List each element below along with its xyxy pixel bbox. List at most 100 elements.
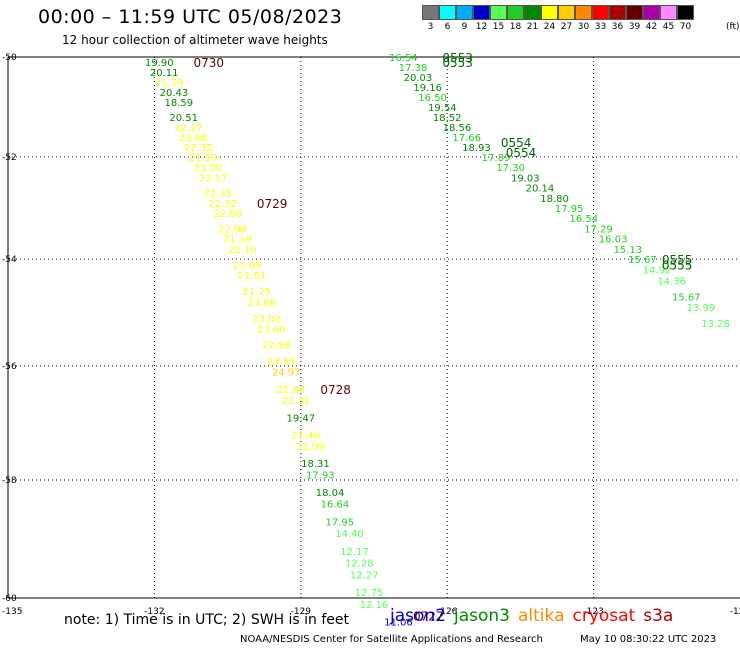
swh-label-west: 19.47 — [286, 413, 315, 424]
legend-label: 45 — [662, 22, 675, 32]
swh-label-west: 22.27 — [174, 123, 203, 134]
legend-label: 15 — [492, 22, 505, 32]
swh-label-west: 11.06 — [384, 618, 413, 629]
swh-label-west: 18.59 — [164, 98, 193, 109]
legend-label: 70 — [679, 22, 692, 32]
x-tick-label: -126 — [437, 607, 458, 617]
swh-label-east: 18.80 — [540, 194, 569, 205]
swh-label-west: 18.04 — [316, 488, 345, 499]
pass-time-label: 0554 — [506, 146, 537, 160]
swh-label-west: 12.27 — [350, 570, 379, 581]
legend-label: 21 — [526, 22, 539, 32]
x-tick-label: -120 — [730, 607, 740, 617]
legend-label: 6 — [444, 22, 451, 32]
legend-label: 24 — [543, 22, 556, 32]
y-tick-label: -52 — [2, 153, 17, 163]
swh-label-west: 22.10 — [228, 245, 257, 256]
swh-label-east: 17.30 — [496, 163, 525, 174]
swh-label-east: 19.03 — [511, 173, 540, 184]
swh-label-east: 20.03 — [404, 73, 433, 84]
swh-label-west: 21.79 — [155, 78, 184, 89]
swh-label-west: 16.64 — [321, 500, 350, 511]
legend-swatch — [660, 5, 677, 20]
swh-label-east: 16.50 — [418, 93, 447, 104]
y-tick-label: -50 — [2, 53, 17, 63]
pass-time-label: 0729 — [257, 197, 288, 211]
pass-time-label: 0730 — [193, 56, 224, 70]
legend-swatch — [575, 5, 592, 20]
legend-unit: (ft) — [726, 22, 740, 32]
swh-label-west: 21.39 — [223, 235, 252, 246]
legend-label: 27 — [560, 22, 573, 32]
swh-label-west: 23.59 — [267, 357, 296, 368]
swh-label-east: 18.52 — [433, 113, 462, 124]
pass-time-label: 0553 — [442, 51, 473, 65]
pass-time-label: 0553 — [442, 56, 473, 70]
y-tick-label: -54 — [2, 255, 17, 265]
legend-swatch — [490, 5, 507, 20]
swh-label-east: 15.67 — [628, 255, 657, 266]
pass-time-label: 0728 — [320, 383, 351, 397]
swh-label-east: 20.14 — [526, 184, 555, 195]
pass-time-label: 0555 — [662, 258, 693, 272]
legend-label: 42 — [645, 22, 658, 32]
swh-label-east: 15.67 — [672, 292, 701, 303]
swh-label-west: 22.35 — [184, 143, 213, 154]
satellite-legend: jason2 jason3 altika cryosat s3a — [390, 606, 681, 626]
swh-label-east: 16.54 — [570, 214, 599, 225]
x-tick-label: -135 — [2, 607, 22, 617]
swh-label-west: 21.59 — [189, 153, 218, 164]
legend-swatch — [609, 5, 626, 20]
credit-text: NOAA/NESDIS Center for Satellite Applica… — [240, 634, 543, 645]
legend-label: 36 — [611, 22, 624, 32]
page-subtitle: 12 hour collection of altimeter wave hei… — [62, 33, 328, 47]
swh-label-west: 21.51 — [238, 271, 267, 282]
legend-label: 9 — [461, 22, 468, 32]
swh-label-west: 23.86 — [247, 298, 276, 309]
swh-label-west: 23.00 — [194, 163, 223, 174]
swh-label-west: 22.64 — [277, 385, 306, 396]
swh-label-west: 23.68 — [179, 133, 208, 144]
legend-label: 39 — [628, 22, 641, 32]
swh-label-west: 22.58 — [262, 341, 291, 352]
swh-label-east: 13.28 — [701, 319, 730, 330]
swh-label-east: 14.92 — [643, 266, 672, 277]
y-tick-label: -56 — [2, 362, 17, 372]
swh-label-west: 12.17 — [340, 547, 369, 558]
legend-label: 30 — [577, 22, 590, 32]
color-legend-labels: 3 6 9 12 15 18 21 24 27 30 33 36 39 42 45 70 — [422, 22, 694, 32]
legend-swatch — [592, 5, 609, 20]
swh-label-west: 14.40 — [335, 529, 364, 540]
satellite-altika: altika — [518, 606, 565, 626]
swh-label-west: 17.93 — [306, 470, 335, 481]
swh-label-east: 17.66 — [452, 133, 481, 144]
legend-swatch — [541, 5, 558, 20]
legend-swatch — [524, 5, 541, 20]
legend-swatch — [473, 5, 490, 20]
swh-label-east: 16.54 — [389, 53, 418, 64]
swh-label-west: 22.35 — [204, 189, 233, 200]
swh-label-east: 17.38 — [399, 63, 428, 74]
swh-label-west: 20.51 — [169, 113, 198, 124]
y-tick-label: -60 — [2, 594, 17, 604]
swh-label-east: 19.16 — [413, 83, 442, 94]
swh-label-west: 20.11 — [150, 68, 179, 79]
color-legend — [422, 5, 694, 20]
legend-label: 12 — [475, 22, 488, 32]
swh-label-west: 17.95 — [326, 517, 355, 528]
swh-label-west: 22.32 — [208, 199, 237, 210]
swh-label-east: 17.95 — [555, 204, 584, 215]
swh-label-west: 21.69 — [233, 260, 262, 271]
footer-note: note: 1) Time is in UTC; 2) SWH is in fe… — [64, 612, 350, 628]
swh-label-east: 18.56 — [443, 123, 472, 134]
satellite-jason2: jason2 — [390, 606, 446, 626]
swh-label-west: 21.31 — [282, 396, 311, 407]
swh-label-east: 14.36 — [657, 276, 686, 287]
x-tick-label: -123 — [583, 607, 603, 617]
x-tick-label: -129 — [291, 607, 312, 617]
legend-swatch — [439, 5, 456, 20]
credit-date: May 10 08:30:22 UTC 2023 — [580, 634, 717, 645]
swh-label-east: 16.03 — [599, 235, 628, 246]
swh-label-east: 18.93 — [462, 143, 491, 154]
